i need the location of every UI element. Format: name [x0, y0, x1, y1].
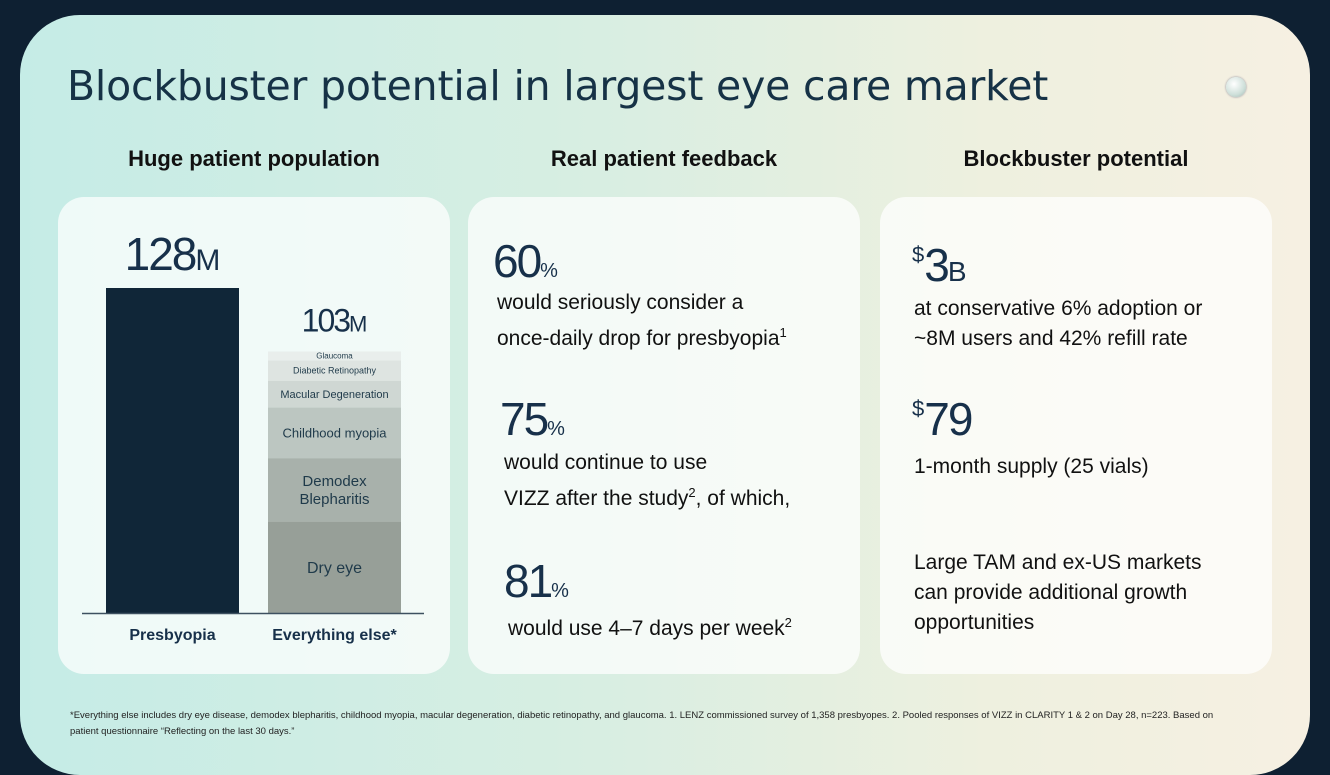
text-line: would continue to use	[504, 451, 708, 474]
category-label: Presbyopia	[129, 627, 215, 644]
stat-unit: %	[547, 418, 565, 440]
text-line: opportunities	[914, 611, 1035, 634]
stat-3b: $3B	[912, 238, 967, 292]
footnote-ref: 2	[784, 615, 792, 630]
segment-label: Macular Degeneration	[280, 389, 388, 401]
bar-segment-presbyopia	[106, 288, 239, 613]
text-line: Large TAM and ex-US markets	[914, 551, 1202, 574]
potential-card	[880, 197, 1272, 674]
stat-60-percent: 60%	[493, 234, 558, 288]
stat-value: 79	[924, 393, 973, 445]
total-label: 103M	[302, 302, 368, 338]
currency: $	[912, 242, 925, 267]
category-label: Everything else*	[272, 627, 397, 644]
tam-text: Large TAM and ex-US markets can provide a…	[914, 548, 1202, 638]
heading-patient-feedback: Real patient feedback	[550, 146, 778, 171]
bar-segment-dry-eye	[268, 521, 401, 613]
text-line: , of which,	[695, 487, 791, 510]
stat-unit: %	[540, 260, 558, 282]
bar-segment-macular-degeneration	[268, 380, 401, 408]
footnote: *Everything else includes dry eye diseas…	[70, 710, 1214, 737]
stat-79: $79	[912, 392, 973, 446]
total-label: 128M	[125, 228, 221, 280]
segment-label: Childhood myopia	[282, 425, 387, 440]
text-line: can provide additional growth	[914, 581, 1188, 604]
segment-label: Demodex	[302, 473, 367, 490]
text-line: VIZZ after the study	[504, 487, 689, 510]
bar-segment-diabetic-retinopathy	[268, 360, 401, 381]
stat-81-percent: 81%	[504, 554, 569, 608]
segment-label: Glaucoma	[316, 352, 353, 361]
text-line: at conservative 6% adoption or	[914, 297, 1203, 320]
stat-value: 81	[504, 555, 553, 607]
bar-segment-childhood-myopia	[268, 407, 401, 459]
segment-label: Dry eye	[307, 560, 362, 577]
slide-title: Blockbuster potential in largest eye car…	[67, 62, 1049, 110]
feedback-card	[468, 197, 860, 674]
stat-value: 3	[924, 239, 950, 291]
heading-patient-population: Huge patient population	[128, 146, 380, 171]
stat-unit: B	[947, 256, 967, 287]
segment-label: Blepharitis	[299, 491, 369, 508]
footnote-ref: 2	[688, 485, 696, 500]
stat-unit: %	[551, 580, 569, 602]
stat-60-text: would seriously consider a once-daily dro…	[497, 288, 787, 354]
stat-3b-text: at conservative 6% adoption or ~8M users …	[914, 294, 1202, 354]
stat-79-text: 1-month supply (25 vials)	[914, 455, 1149, 478]
heading-blockbuster-potential: Blockbuster potential	[963, 146, 1189, 171]
stat-75-text: would continue to use VIZZ after the stud…	[504, 448, 790, 514]
stat-value: 75	[500, 393, 549, 445]
text-line: ~8M users and 42% refill rate	[914, 327, 1188, 350]
stat-value: 60	[493, 235, 542, 287]
stat-81-text: would use 4–7 days per week2	[508, 608, 792, 644]
segment-label: Diabetic Retinopathy	[293, 366, 377, 376]
footnote-ref: 1	[779, 325, 787, 340]
bar-segment-demodex-blepharitis	[268, 458, 401, 522]
decorative-orb-icon	[1226, 77, 1246, 97]
currency: $	[912, 396, 925, 421]
text-line: once-daily drop for presbyopia	[497, 327, 780, 350]
bar-segment-glaucoma	[268, 351, 401, 361]
text-line: would seriously consider a	[497, 291, 744, 314]
stat-75-percent: 75%	[500, 392, 565, 446]
text-line: would use 4–7 days per week	[508, 617, 785, 640]
